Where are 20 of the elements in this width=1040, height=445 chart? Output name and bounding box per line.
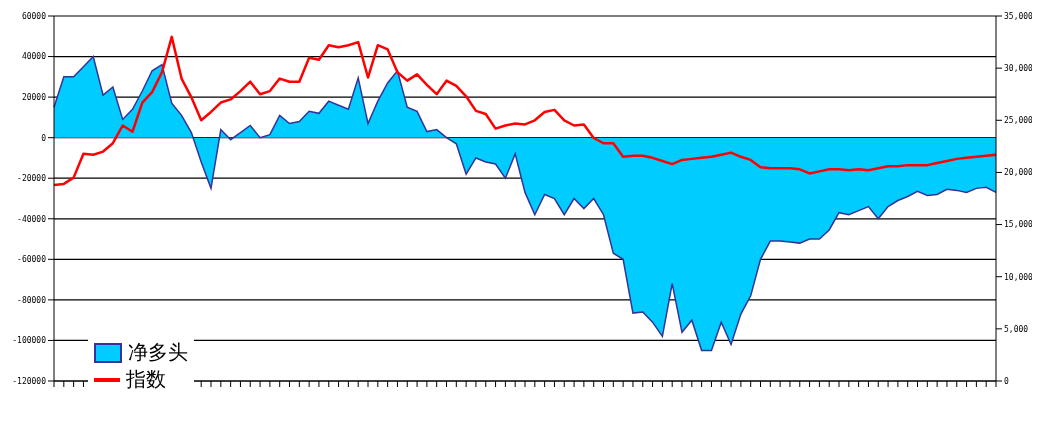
y-tick-label: -40000	[17, 214, 47, 224]
y-tick-label: -120000	[12, 376, 47, 386]
legend-label: 净多头	[128, 339, 188, 366]
y2-tick-label: 20,000	[1004, 168, 1034, 178]
y-tick-label: 60000	[21, 11, 47, 21]
legend-label: 指数	[126, 366, 166, 393]
y2-tick-label: 15,000	[1004, 220, 1034, 230]
y2-tick-label: 10,000	[1004, 272, 1034, 282]
y2-tick-label: 25,000	[1004, 116, 1034, 126]
y2-tick-label: 5,000	[1004, 324, 1029, 334]
y2-tick-label: 0	[1004, 376, 1009, 386]
y2-tick-label: 35,000	[1004, 11, 1034, 21]
y-tick-label: -80000	[17, 295, 47, 305]
y2-tick-label: 30,000	[1004, 63, 1034, 73]
y-tick-label: -100000	[12, 336, 47, 346]
y-tick-label: -20000	[17, 174, 47, 184]
y-tick-label: 20000	[21, 92, 47, 102]
y-tick-label: -60000	[17, 255, 47, 265]
y-tick-label: 40000	[21, 52, 47, 62]
y-tick-label: 0	[41, 133, 47, 143]
